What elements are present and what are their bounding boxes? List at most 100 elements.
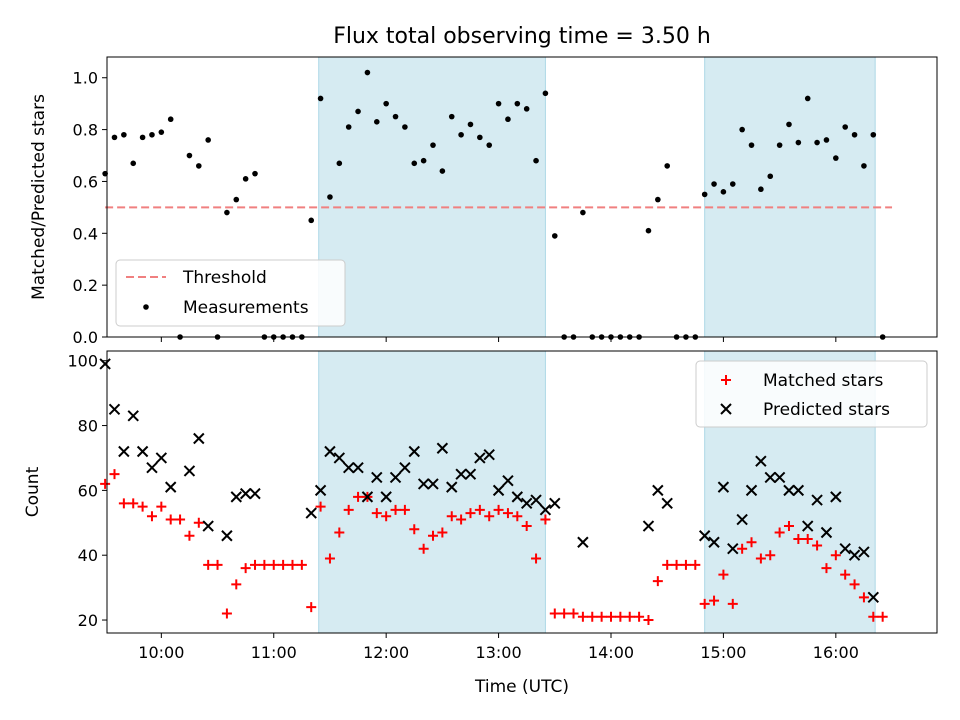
y-tick-label: 60	[78, 481, 98, 500]
x-tick-label: 16:00	[813, 643, 859, 662]
matched-point	[568, 608, 579, 619]
matched-point	[793, 534, 804, 544]
y-tick-label: 0.0	[73, 328, 98, 347]
matched-point	[146, 511, 157, 522]
measurement-point	[233, 196, 240, 203]
predicted-point	[820, 526, 833, 539]
matched-point	[671, 559, 682, 570]
matched-point	[175, 514, 186, 525]
matched-point	[821, 563, 832, 574]
matched-point	[465, 508, 476, 519]
matched-point	[680, 559, 691, 570]
matched-point	[128, 498, 139, 509]
measurement-point	[355, 108, 361, 115]
matched-point	[493, 504, 504, 515]
matched-point	[840, 569, 851, 580]
matched-point	[718, 569, 729, 580]
predicted-point	[146, 461, 158, 474]
predicted-point	[399, 461, 411, 474]
measurement-point	[420, 157, 427, 164]
measurement-point	[486, 142, 493, 148]
matched-point	[212, 559, 223, 570]
predicted-point	[755, 455, 767, 467]
measurement-point	[130, 160, 137, 167]
y-tick-label: 0.4	[73, 224, 98, 243]
legend-matched-label: Matched stars	[763, 371, 883, 391]
axes-frame	[106, 56, 938, 338]
matched-point	[109, 469, 120, 480]
measurement-point	[814, 139, 820, 146]
predicted-point	[314, 484, 327, 497]
matched-point	[231, 579, 242, 590]
predicted-point	[324, 445, 336, 458]
predicted-point	[642, 520, 655, 532]
measurement-point	[842, 124, 848, 130]
matched-point	[662, 559, 673, 570]
matched-point	[456, 514, 467, 525]
measurement-point	[158, 129, 165, 135]
measurement-point	[870, 131, 877, 138]
measurement-point	[467, 121, 474, 128]
predicted-point	[136, 445, 149, 458]
matched-point	[409, 524, 420, 535]
measurement-point	[252, 170, 258, 177]
matched-point	[268, 559, 279, 570]
top-panel-ratio: 0.0 0.2 0.4 0.6 0.8 1.0 Matched/Predicted star…	[29, 56, 938, 347]
measurement-point	[242, 176, 249, 182]
measurement-point	[664, 163, 671, 169]
matched-point	[587, 611, 598, 622]
predicted-point	[352, 461, 364, 474]
predicted-point	[858, 546, 870, 558]
matched-point	[399, 504, 410, 515]
matched-point	[250, 559, 261, 570]
chart-title: Flux total observing time = 3.50 h	[333, 24, 711, 49]
predicted-point	[183, 465, 196, 477]
y-tick-label: 20	[78, 611, 98, 630]
predicted-point	[530, 494, 542, 506]
matched-point	[746, 537, 757, 548]
measurement-point	[139, 134, 146, 141]
measurement-point	[448, 113, 455, 120]
measurement-point	[833, 155, 839, 161]
y-tick-label: 40	[78, 546, 98, 565]
measurement-point	[776, 142, 783, 148]
measurement-point	[439, 168, 446, 174]
predicted-point	[474, 452, 486, 464]
matched-point	[868, 611, 879, 622]
predicted-point	[389, 471, 402, 484]
predicted-point	[502, 474, 514, 487]
predicted-point	[155, 452, 168, 464]
x-tick-label: 11:00	[251, 643, 297, 662]
measurement-point	[551, 233, 558, 239]
predicted-point	[118, 445, 130, 458]
measurement-point	[767, 173, 774, 180]
predicted-point	[230, 491, 242, 503]
observing-window-2	[704, 56, 876, 338]
predicted-point	[577, 536, 589, 548]
matched-point	[193, 517, 204, 528]
predicted-point	[839, 543, 851, 555]
measurement-point	[196, 163, 202, 169]
measurement-point	[224, 209, 230, 216]
predicted-point	[811, 494, 823, 506]
y-tick-label: 1.0	[73, 69, 98, 88]
y-tick-label: 0.2	[73, 276, 98, 295]
bottom-panel-counts: 20 40 60 80 100 10:00 11:00 12:00 13:00 14:00 15:0…	[23, 350, 938, 697]
predicted-point	[342, 461, 355, 474]
matched-point	[484, 511, 495, 522]
predicted-point	[492, 484, 505, 497]
predicted-point	[164, 481, 177, 493]
predicted-point	[464, 468, 477, 480]
measurement-point	[345, 124, 352, 130]
measurement-point	[533, 157, 539, 164]
measurement-point	[861, 163, 867, 169]
matched-point	[830, 550, 841, 561]
matched-point	[709, 595, 720, 606]
legend-measurement-label: Measurements	[183, 298, 309, 318]
matched-point	[549, 608, 560, 619]
measurement-point	[111, 134, 118, 141]
predicted-point	[867, 591, 880, 604]
measurement-point	[711, 181, 717, 187]
predicted-point	[408, 445, 420, 458]
